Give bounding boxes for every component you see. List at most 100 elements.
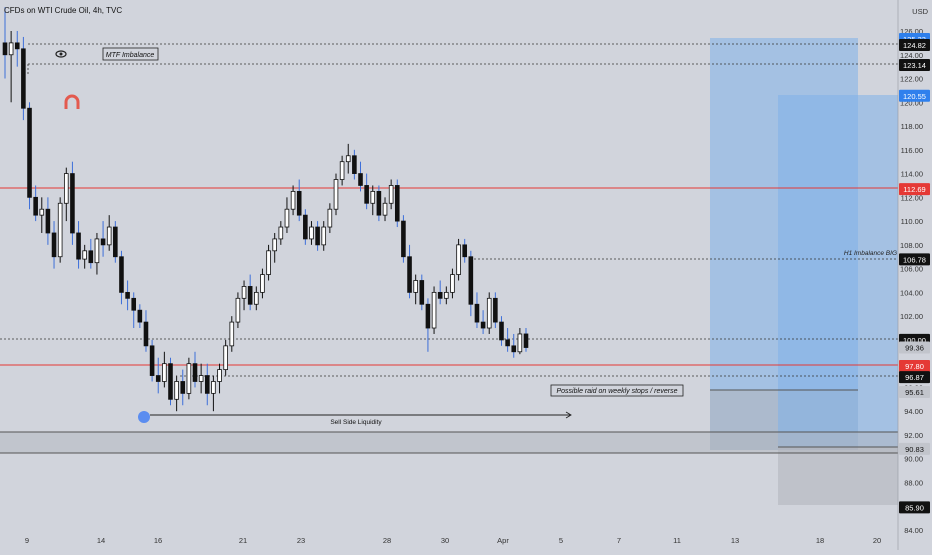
candle[interactable] <box>419 274 425 311</box>
candle[interactable] <box>186 357 192 400</box>
candle[interactable] <box>352 149 357 180</box>
candle[interactable] <box>198 363 204 394</box>
candle[interactable] <box>474 292 480 329</box>
candle[interactable] <box>229 316 235 352</box>
candle[interactable] <box>33 185 38 222</box>
candle[interactable] <box>76 221 81 269</box>
candle[interactable] <box>511 333 517 358</box>
candle[interactable] <box>168 357 173 406</box>
magnet-icon[interactable] <box>64 94 80 109</box>
candle[interactable] <box>394 179 400 228</box>
candle[interactable] <box>143 310 149 352</box>
candle[interactable] <box>296 179 302 222</box>
liquidity-dot[interactable] <box>138 411 150 423</box>
candle[interactable] <box>14 31 20 67</box>
candle[interactable] <box>309 221 314 245</box>
candle[interactable] <box>321 221 327 251</box>
eye-icon[interactable] <box>55 50 67 58</box>
candle[interactable] <box>499 316 504 346</box>
candle[interactable] <box>358 161 363 192</box>
candle[interactable] <box>345 143 351 174</box>
candle[interactable] <box>82 244 87 269</box>
candle[interactable] <box>51 221 57 269</box>
candle[interactable] <box>486 292 492 334</box>
candle[interactable] <box>254 286 259 311</box>
candle[interactable] <box>63 167 69 222</box>
candle[interactable] <box>119 250 124 305</box>
candle[interactable] <box>364 173 369 210</box>
candle[interactable] <box>401 215 406 263</box>
candle[interactable] <box>480 310 486 334</box>
candle[interactable] <box>45 197 51 245</box>
candle[interactable] <box>339 155 345 186</box>
candle[interactable] <box>223 339 228 376</box>
candle[interactable] <box>100 221 106 257</box>
candle[interactable] <box>493 292 498 329</box>
candle[interactable] <box>180 369 186 406</box>
candle[interactable] <box>106 215 112 251</box>
candle[interactable] <box>131 292 137 329</box>
candle[interactable] <box>155 357 161 394</box>
candle[interactable] <box>162 351 167 388</box>
candle[interactable] <box>523 328 529 352</box>
candle[interactable] <box>431 286 437 334</box>
candle[interactable] <box>272 232 277 263</box>
candle[interactable] <box>462 238 468 263</box>
candle[interactable] <box>27 102 32 210</box>
candle[interactable] <box>407 244 412 299</box>
candle[interactable] <box>290 185 296 216</box>
sell-side-box[interactable] <box>0 432 898 453</box>
candle[interactable] <box>204 363 210 406</box>
candle[interactable] <box>149 339 155 382</box>
candle-body <box>113 226 118 258</box>
candle[interactable] <box>376 185 382 222</box>
candle[interactable] <box>125 280 130 311</box>
candle[interactable] <box>444 286 449 305</box>
candle[interactable] <box>505 328 510 352</box>
candle[interactable] <box>137 304 143 329</box>
candle[interactable] <box>327 203 333 233</box>
time-axis[interactable]: 9 14 16 21 23 28 30 Apr 5 7 11 13 18 20 <box>25 536 881 545</box>
candle[interactable] <box>413 274 418 305</box>
price-badge: 112.69 <box>899 183 930 196</box>
candle-body <box>21 48 26 109</box>
candle[interactable] <box>456 238 461 281</box>
candle[interactable] <box>382 197 388 222</box>
candle[interactable] <box>174 375 179 412</box>
candle[interactable] <box>388 179 394 210</box>
candle[interactable] <box>517 328 523 355</box>
raid-note-box[interactable] <box>550 384 684 397</box>
candle[interactable] <box>247 274 253 311</box>
candle[interactable] <box>333 173 339 216</box>
candle[interactable] <box>217 363 222 394</box>
candle[interactable] <box>315 221 320 251</box>
second-stop-zone[interactable] <box>778 447 898 505</box>
second-target-zone[interactable] <box>778 95 898 447</box>
candle[interactable] <box>260 268 265 299</box>
candle[interactable] <box>39 197 45 233</box>
candle[interactable] <box>303 209 308 245</box>
candle[interactable] <box>57 197 63 263</box>
candle[interactable] <box>235 292 241 329</box>
candle[interactable] <box>450 268 455 299</box>
candle[interactable] <box>278 221 284 245</box>
mtf-imbalance-box[interactable] <box>102 47 159 61</box>
candle[interactable] <box>113 221 118 263</box>
candle[interactable] <box>94 232 100 275</box>
candle[interactable] <box>425 298 431 352</box>
candle[interactable] <box>2 7 8 79</box>
candle[interactable] <box>192 351 198 388</box>
candle[interactable] <box>437 280 443 305</box>
candle[interactable] <box>211 375 216 412</box>
candle[interactable] <box>8 31 14 103</box>
candle[interactable] <box>370 185 376 216</box>
candle[interactable] <box>468 250 474 317</box>
candle[interactable] <box>21 36 26 121</box>
candle[interactable] <box>241 280 247 311</box>
candle[interactable] <box>266 244 271 281</box>
candle[interactable] <box>70 161 75 245</box>
price-axis[interactable]: USD 126.00 124.00 122.00 120.00 118.00 116.00… <box>897 0 930 550</box>
candle[interactable] <box>284 197 290 233</box>
candle[interactable] <box>88 238 94 269</box>
